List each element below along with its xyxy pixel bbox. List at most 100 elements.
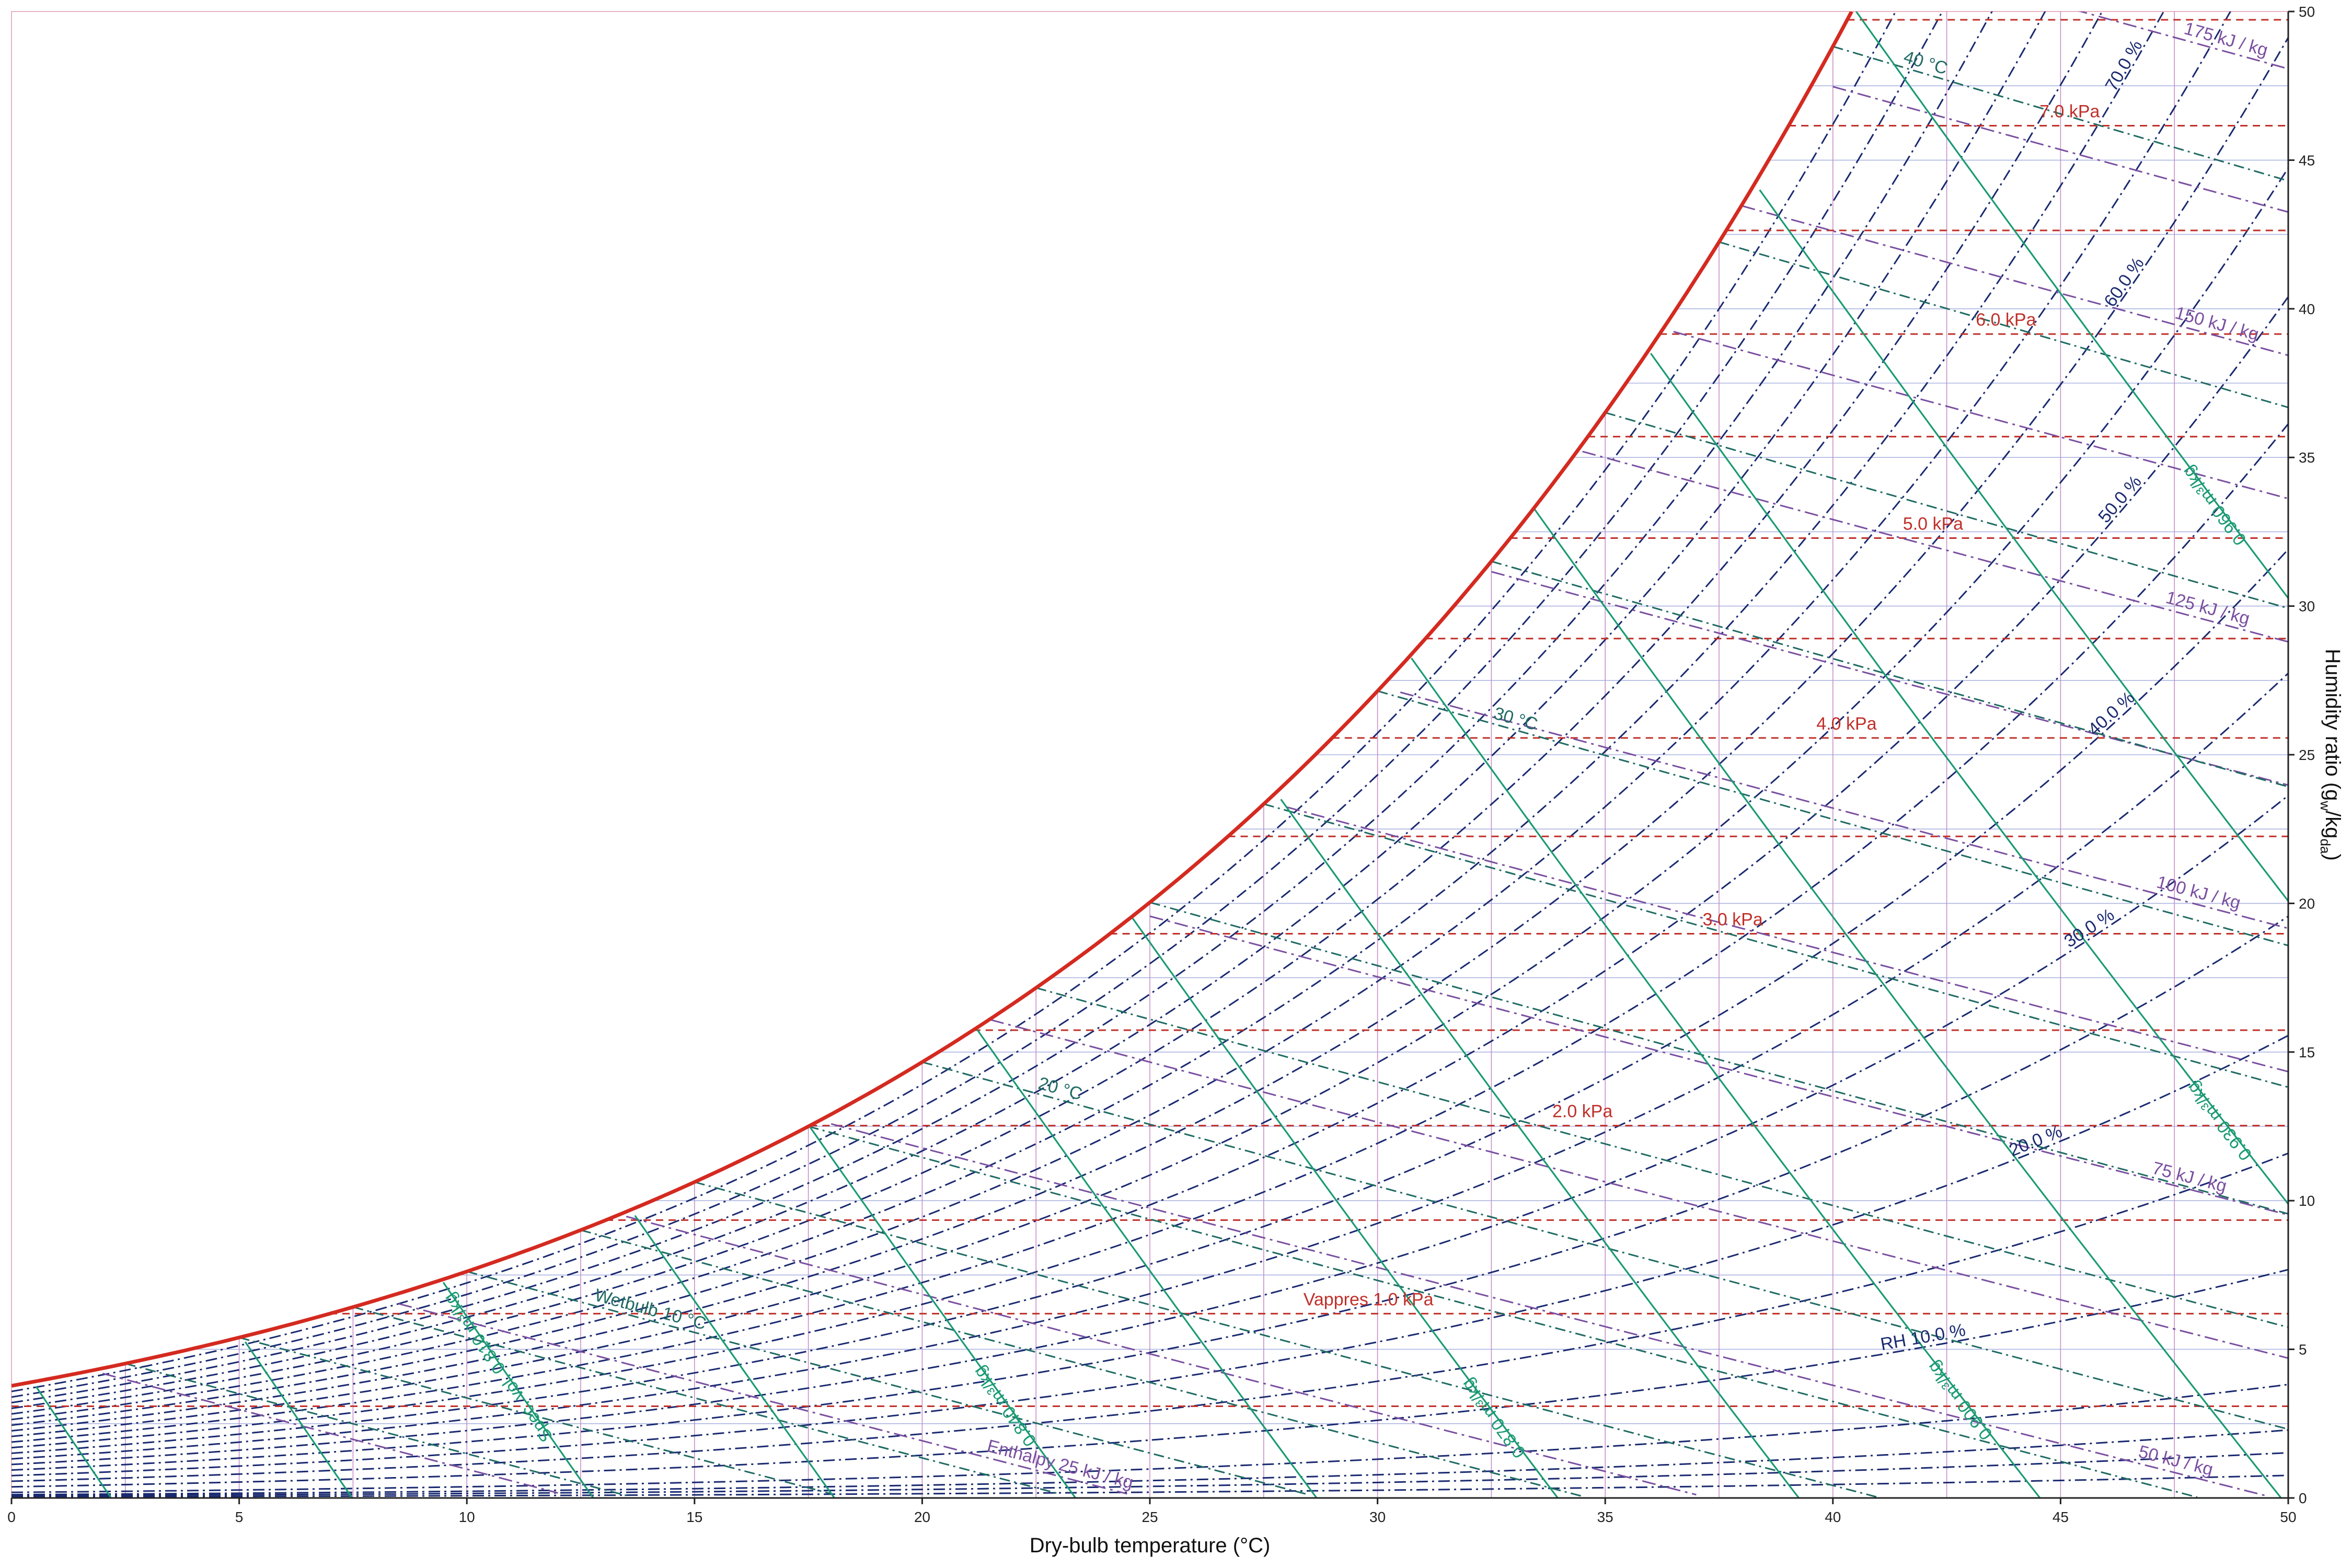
x-tick-label: 0: [7, 1509, 16, 1525]
rh-curve: [11, 11, 1897, 1392]
y-tick-label: 40: [2299, 301, 2315, 317]
wet-bulb-line: [694, 1181, 1879, 1498]
wet-bulb-line: [1491, 560, 2288, 788]
vapour-pressure-label: 7.0 kPa: [2039, 101, 2100, 121]
specific-volume-line: [442, 1282, 594, 1498]
enthalpy-line: [102, 1373, 558, 1494]
specific-volume-line: [1280, 799, 1800, 1498]
specific-volume-line: [634, 1215, 835, 1498]
specific-volume-label: 0.960 m³/kg: [2178, 462, 2250, 549]
rh-curve: [11, 549, 2288, 1454]
rh-curve: [11, 1474, 2288, 1498]
enthalpy-line: [1742, 205, 2288, 356]
rh-label: 50.0 %: [2094, 472, 2146, 527]
y-tick-label: 30: [2299, 598, 2315, 615]
y-tick-label: 10: [2299, 1193, 2315, 1209]
y-tick-label: 0: [2299, 1490, 2307, 1506]
rh-label: 60.0 %: [2100, 253, 2148, 310]
wet-bulb-label: 30 °C: [1492, 704, 1540, 735]
wet-bulb-line: [580, 1229, 1583, 1497]
x-tick-label: 5: [235, 1509, 244, 1525]
rh-curve: [11, 1383, 2288, 1493]
y-tick-label: 45: [2299, 152, 2315, 168]
wet-bulb-label: 20 °C: [1036, 1073, 1084, 1104]
rh-curve: [11, 37, 2288, 1432]
specific-volume-line: [1759, 189, 2288, 903]
rh-curve: [11, 794, 2288, 1466]
rh-label: 40.0 %: [2084, 688, 2139, 740]
rh-curve: [11, 167, 2288, 1437]
enthalpy-line: [1582, 451, 2288, 643]
rh-curve: [11, 296, 2288, 1443]
specific-volume-label: 0.930 m³/kg: [2183, 1078, 2256, 1164]
rh-curve: [11, 423, 2288, 1449]
saturation-curve: [11, 11, 1853, 1388]
rh-curve: [11, 1269, 2288, 1488]
x-tick-label: 45: [2053, 1509, 2069, 1525]
rh-curve: [11, 1152, 2288, 1482]
wet-bulb-line: [1719, 241, 2288, 408]
enthalpy-label: 50 kJ / kg: [2137, 1442, 2215, 1480]
enthalpy-line: [831, 1123, 2266, 1496]
x-tick-label: 40: [1825, 1509, 1841, 1525]
vapour-pressure-label: 4.0 kPa: [1816, 714, 1876, 734]
x-tick-label: 20: [914, 1509, 930, 1525]
wet-bulb-line: [1832, 45, 2288, 182]
x-tick-label: 30: [1369, 1509, 1386, 1525]
x-tick-label: 50: [2280, 1509, 2296, 1525]
wet-bulb-line: [466, 1271, 1310, 1496]
wet-bulb-line: [1035, 987, 2288, 1328]
rh-curve: [11, 915, 2288, 1471]
x-tick-label: 25: [1142, 1509, 1158, 1525]
specific-volume-line: [244, 1341, 353, 1498]
specific-volume-line: [1411, 658, 2041, 1498]
y-tick-label: 35: [2299, 449, 2315, 466]
specific-volume-label: 0.900 m³/kg: [1923, 1357, 1997, 1444]
x-axis-title: Dry-bulb temperature (°C): [1030, 1534, 1271, 1557]
rh-curve: [11, 11, 1993, 1404]
enthalpy-line: [990, 1019, 2288, 1359]
enthalpy-line: [1832, 86, 2288, 213]
vapour-pressure-label: 6.0 kPa: [1976, 310, 2036, 330]
rh-curve: [11, 11, 1943, 1398]
enthalpy-label: 125 kJ / kg: [2164, 587, 2252, 629]
enthalpy-line: [398, 1302, 1127, 1495]
enthalpy-label: 175 kJ / kg: [2182, 18, 2270, 60]
y-tick-label: 50: [2299, 4, 2315, 20]
specific-volume-line: [1650, 353, 2288, 1206]
wet-bulb-line: [808, 1125, 2198, 1498]
y-tick-label: 5: [2299, 1342, 2307, 1358]
enthalpy-line: [2078, 11, 2288, 70]
specific-volume-line: [976, 1029, 1318, 1498]
y-tick-label: 20: [2299, 895, 2315, 912]
wet-bulb-line: [1263, 803, 2288, 1088]
rh-curve: [11, 1452, 2288, 1497]
enthalpy-label: 75 kJ / kg: [2150, 1158, 2229, 1196]
rh-curve: [11, 673, 2288, 1460]
vapour-pressure-label: Vappres 1.0 kPa: [1304, 1289, 1434, 1309]
grid: [11, 11, 2288, 1498]
vapour-pressure-label: 5.0 kPa: [1903, 514, 1963, 534]
specific-volume-line: [35, 1386, 112, 1498]
y-tick-label: 25: [2299, 747, 2315, 763]
curves: [11, 11, 2288, 1498]
vapour-pressure-label: 2.0 kPa: [1552, 1102, 1612, 1122]
x-tick-label: 35: [1597, 1509, 1613, 1525]
rh-label: 30.0 %: [2061, 905, 2118, 952]
specific-volume-line: [1534, 509, 2282, 1498]
enthalpy-line: [626, 1215, 1697, 1496]
y-tick-label: 15: [2299, 1044, 2315, 1060]
wet-bulb-line: [922, 1061, 2288, 1430]
wet-bulb-line: [1605, 411, 2288, 609]
specific-volume-line: [1132, 917, 1559, 1498]
vapour-pressure-label: 3.0 kPa: [1702, 910, 1762, 930]
wet-bulb-line: [125, 1363, 627, 1496]
wet-bulb-line: [1149, 902, 2288, 1215]
rh-curve: [11, 11, 2046, 1409]
wet-bulb-line: [353, 1306, 1059, 1495]
y-axis-title: Humidity ratio (gw/kgda): [2318, 649, 2344, 861]
rh-label: 20.0 %: [2007, 1121, 2065, 1160]
rh-curve: [11, 11, 2232, 1426]
